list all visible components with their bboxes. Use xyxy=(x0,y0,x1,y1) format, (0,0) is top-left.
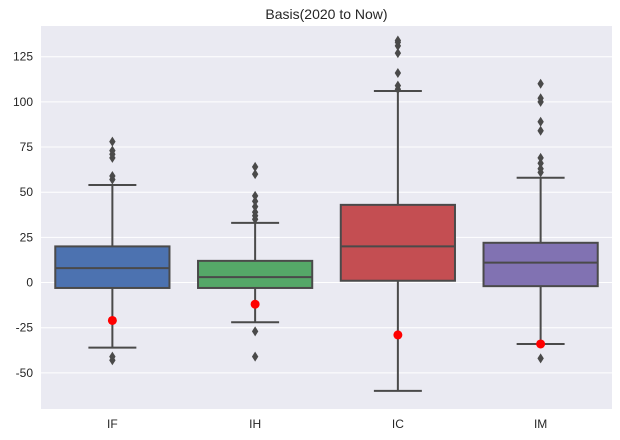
x-tick-label: IH xyxy=(249,417,261,431)
current-value-marker xyxy=(393,330,403,340)
outlier-point xyxy=(251,169,259,180)
plot-background xyxy=(41,26,612,409)
x-tick-label: IC xyxy=(392,417,404,431)
axes: -50 -25 0 25 50 75 100 125 IF IH IC IM xyxy=(13,50,547,431)
outlier-point xyxy=(394,35,402,46)
outlier-point xyxy=(251,351,259,362)
box-ih xyxy=(197,161,314,362)
outlier-point xyxy=(537,125,544,136)
outlier-point xyxy=(109,170,116,181)
y-tick-label: 25 xyxy=(20,230,34,244)
box-iqr xyxy=(482,241,599,288)
outlier-point xyxy=(251,190,259,201)
chart-title: Basis(2020 to Now) xyxy=(265,6,387,22)
y-tick-label: -50 xyxy=(16,366,34,380)
y-tick-label: 125 xyxy=(13,50,33,64)
outlier-point xyxy=(109,136,116,147)
outlier-point xyxy=(537,78,544,89)
outlier-point xyxy=(537,152,544,163)
outlier-point xyxy=(394,48,402,59)
outlier-point xyxy=(537,93,544,104)
outlier-point xyxy=(537,353,544,364)
box-if xyxy=(54,136,171,366)
outlier-point xyxy=(251,161,259,172)
x-tick-label: IF xyxy=(107,417,118,431)
outlier-point xyxy=(251,326,259,337)
y-tick-label: 50 xyxy=(20,185,34,199)
current-value-marker xyxy=(107,315,117,325)
outlier-point xyxy=(251,196,259,207)
boxes xyxy=(54,35,599,392)
x-tick-label: IM xyxy=(534,417,547,431)
box-ic xyxy=(339,35,456,392)
y-tick-label: 100 xyxy=(13,95,33,109)
outlier-point xyxy=(109,145,116,156)
y-tick-label: 75 xyxy=(20,140,34,154)
y-tick-label: 0 xyxy=(26,276,33,290)
outlier-point xyxy=(251,207,259,218)
outlier-point xyxy=(109,351,116,362)
outlier-point xyxy=(394,80,402,91)
outlier-point xyxy=(251,201,259,212)
y-tick-label: -25 xyxy=(16,321,34,335)
box-iqr xyxy=(339,203,456,282)
outlier-point xyxy=(394,67,402,78)
box-iqr xyxy=(197,259,314,289)
current-value-marker xyxy=(536,339,546,349)
outlier-point xyxy=(537,163,544,174)
box-im xyxy=(482,78,599,364)
outlier-point xyxy=(537,158,544,169)
outlier-point xyxy=(537,116,544,127)
current-value-marker xyxy=(250,299,260,309)
